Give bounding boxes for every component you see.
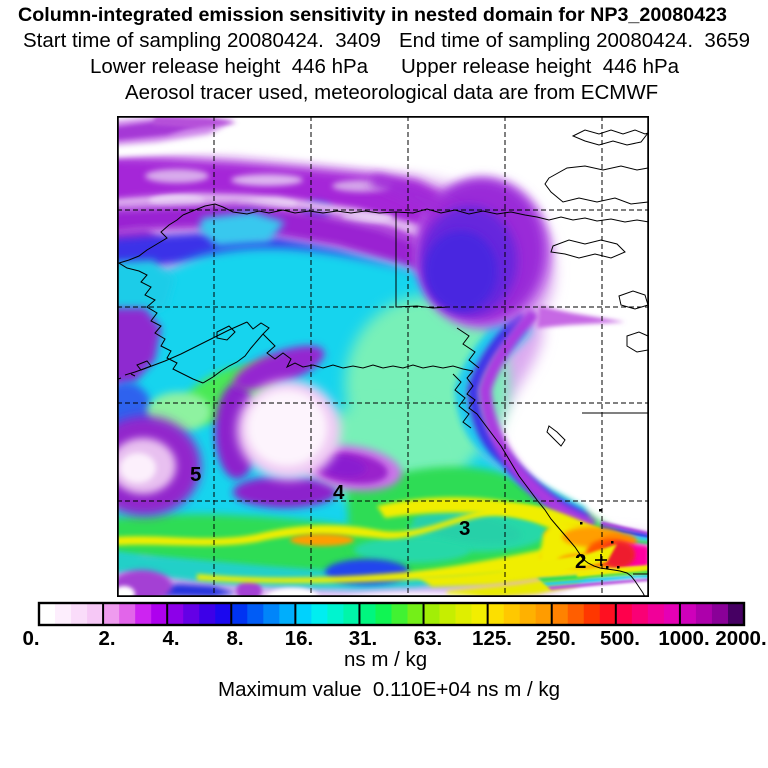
svg-text:3: 3 — [459, 517, 470, 540]
svg-text:4: 4 — [333, 481, 345, 504]
svg-text:2: 2 — [575, 550, 586, 573]
svg-text:5: 5 — [190, 463, 201, 486]
